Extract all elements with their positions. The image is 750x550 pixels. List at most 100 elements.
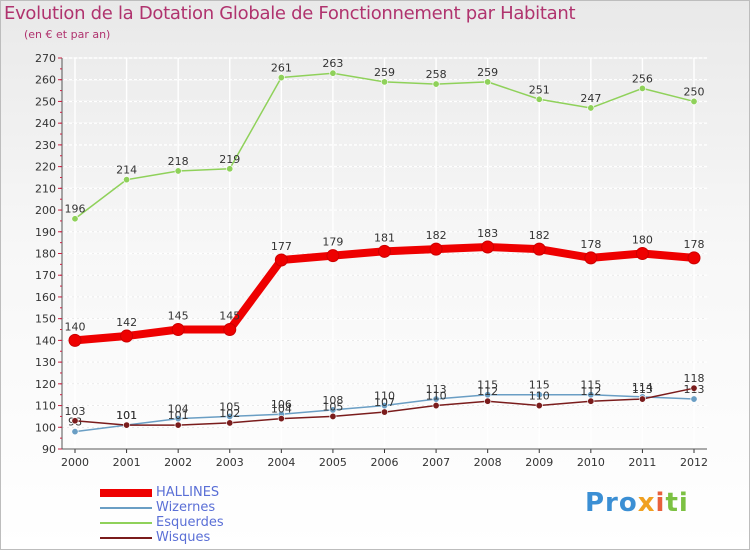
data-point-hallines [274, 253, 288, 267]
data-point-wisques [690, 384, 698, 392]
proxiti-logo: Proxiti [585, 488, 689, 518]
data-label-wisques: 110 [529, 390, 550, 403]
data-label-wisques: 110 [426, 390, 447, 403]
data-label-esquerdes: 196 [65, 203, 86, 216]
data-label-wizernes: 105 [219, 400, 240, 413]
data-point-hallines [326, 249, 340, 263]
data-label-esquerdes: 251 [529, 83, 550, 96]
data-label-hallines: 145 [168, 310, 189, 323]
data-label-hallines: 178 [684, 238, 705, 251]
y-tick-label: 190 [35, 226, 56, 239]
data-point-esquerdes [277, 74, 285, 82]
data-point-esquerdes [174, 167, 182, 175]
y-tick-label: 250 [35, 95, 56, 108]
data-point-wizernes [71, 428, 79, 436]
data-label-hallines: 182 [426, 229, 447, 242]
data-point-wisques [277, 415, 285, 423]
data-point-wisques [71, 417, 79, 425]
data-point-hallines [120, 329, 134, 343]
data-label-wizernes: 115 [529, 379, 550, 392]
data-point-esquerdes [587, 104, 595, 112]
data-label-wisques: 112 [580, 385, 601, 398]
data-point-esquerdes [432, 80, 440, 88]
y-tick-label: 150 [35, 313, 56, 326]
data-point-esquerdes [690, 97, 698, 105]
data-point-hallines [429, 242, 443, 256]
data-point-wisques [535, 402, 543, 410]
x-tick-label: 2010 [577, 456, 605, 469]
data-point-wisques [174, 421, 182, 429]
data-point-hallines [68, 333, 82, 347]
data-point-hallines [378, 244, 391, 258]
data-label-esquerdes: 247 [580, 92, 601, 105]
x-tick-label: 2009 [525, 456, 553, 469]
data-label-wizernes: 115 [580, 379, 601, 392]
x-tick-label: 2002 [164, 456, 192, 469]
data-point-esquerdes [71, 215, 79, 223]
data-label-wizernes: 113 [426, 383, 447, 396]
data-point-wisques [123, 421, 131, 429]
data-label-wizernes: 110 [374, 390, 395, 403]
data-label-wizernes: 115 [477, 379, 498, 392]
y-tick-label: 260 [35, 74, 56, 87]
y-tick-label: 180 [35, 248, 56, 261]
data-label-wisques: 103 [65, 405, 86, 418]
data-label-esquerdes: 250 [684, 85, 705, 98]
data-label-esquerdes: 261 [271, 62, 292, 75]
data-label-wisques: 104 [271, 403, 292, 416]
x-tick-label: 2008 [474, 456, 502, 469]
data-point-wisques [432, 402, 440, 410]
data-point-esquerdes [638, 84, 646, 92]
x-tick-label: 2001 [113, 456, 141, 469]
data-label-wizernes: 101 [116, 409, 137, 422]
chart-title: Evolution de la Dotation Globale de Fonc… [4, 3, 576, 24]
y-tick-label: 130 [35, 356, 56, 369]
y-tick-label: 110 [35, 400, 56, 413]
data-label-esquerdes: 259 [477, 66, 498, 79]
legend-swatch-wisques [100, 537, 152, 539]
data-point-hallines [171, 323, 185, 337]
data-point-wisques [484, 397, 492, 405]
legend-swatch-wizernes [100, 507, 152, 509]
data-label-wisques: 118 [684, 372, 705, 385]
data-label-hallines: 181 [374, 231, 395, 244]
legend-swatch-hallines [100, 489, 152, 497]
x-tick-label: 2000 [61, 456, 89, 469]
data-label-hallines: 142 [116, 316, 137, 329]
data-label-esquerdes: 219 [219, 153, 240, 166]
data-label-hallines: 180 [632, 234, 653, 247]
data-point-wisques [587, 397, 595, 405]
data-label-wisques: 107 [374, 396, 395, 409]
y-tick-label: 160 [35, 291, 56, 304]
data-label-esquerdes: 214 [116, 164, 137, 177]
data-label-wizernes: 114 [632, 381, 653, 394]
x-tick-label: 2012 [680, 456, 708, 469]
x-tick-label: 2007 [422, 456, 450, 469]
y-tick-label: 270 [35, 52, 56, 65]
legend-label-wizernes: Wizernes [156, 500, 216, 515]
data-label-wisques: 102 [219, 407, 240, 420]
legend-swatch-esquerdes [100, 522, 152, 524]
x-tick-label: 2003 [216, 456, 244, 469]
data-point-esquerdes [380, 78, 388, 86]
x-tick-label: 2005 [319, 456, 347, 469]
data-label-wisques: 101 [116, 409, 137, 422]
data-label-hallines: 177 [271, 240, 292, 253]
data-label-hallines: 179 [322, 236, 343, 249]
data-point-esquerdes [226, 165, 234, 173]
y-tick-label: 120 [35, 378, 56, 391]
y-tick-label: 200 [35, 204, 56, 217]
data-point-hallines [481, 240, 495, 254]
y-tick-label: 210 [35, 182, 56, 195]
data-point-hallines [687, 251, 701, 265]
data-point-esquerdes [535, 95, 543, 103]
data-point-wizernes [690, 395, 698, 403]
data-label-esquerdes: 259 [374, 66, 395, 79]
legend-label-hallines: HALLINES [156, 485, 220, 500]
data-label-wisques: 101 [168, 409, 189, 422]
data-point-wisques [638, 395, 646, 403]
data-point-esquerdes [329, 69, 337, 77]
x-tick-label: 2004 [267, 456, 295, 469]
data-label-esquerdes: 258 [426, 68, 447, 81]
x-tick-label: 2006 [371, 456, 399, 469]
